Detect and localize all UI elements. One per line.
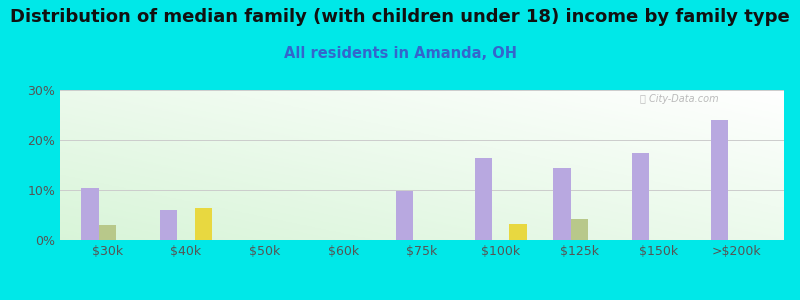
Bar (474, 158, 492, 240)
Bar (160, 210, 178, 240)
Bar (396, 191, 414, 240)
Text: ⓘ City-Data.com: ⓘ City-Data.com (640, 94, 718, 104)
Bar (98, 225, 116, 240)
Bar (570, 219, 588, 240)
Bar (632, 152, 650, 240)
Bar (632, 152, 650, 240)
Bar (570, 219, 588, 240)
Bar (160, 210, 178, 240)
Bar (474, 158, 492, 240)
Bar (711, 120, 728, 240)
Bar (554, 167, 570, 240)
Text: Distribution of median family (with children under 18) income by family type: Distribution of median family (with chil… (10, 8, 790, 26)
Bar (510, 224, 526, 240)
Bar (98, 225, 116, 240)
Bar (510, 224, 526, 240)
Bar (554, 167, 570, 240)
Bar (82, 188, 98, 240)
Bar (396, 191, 414, 240)
Bar (194, 208, 212, 240)
Text: All residents in Amanda, OH: All residents in Amanda, OH (283, 46, 517, 62)
Bar (711, 120, 728, 240)
Bar (82, 188, 98, 240)
Bar (194, 208, 212, 240)
